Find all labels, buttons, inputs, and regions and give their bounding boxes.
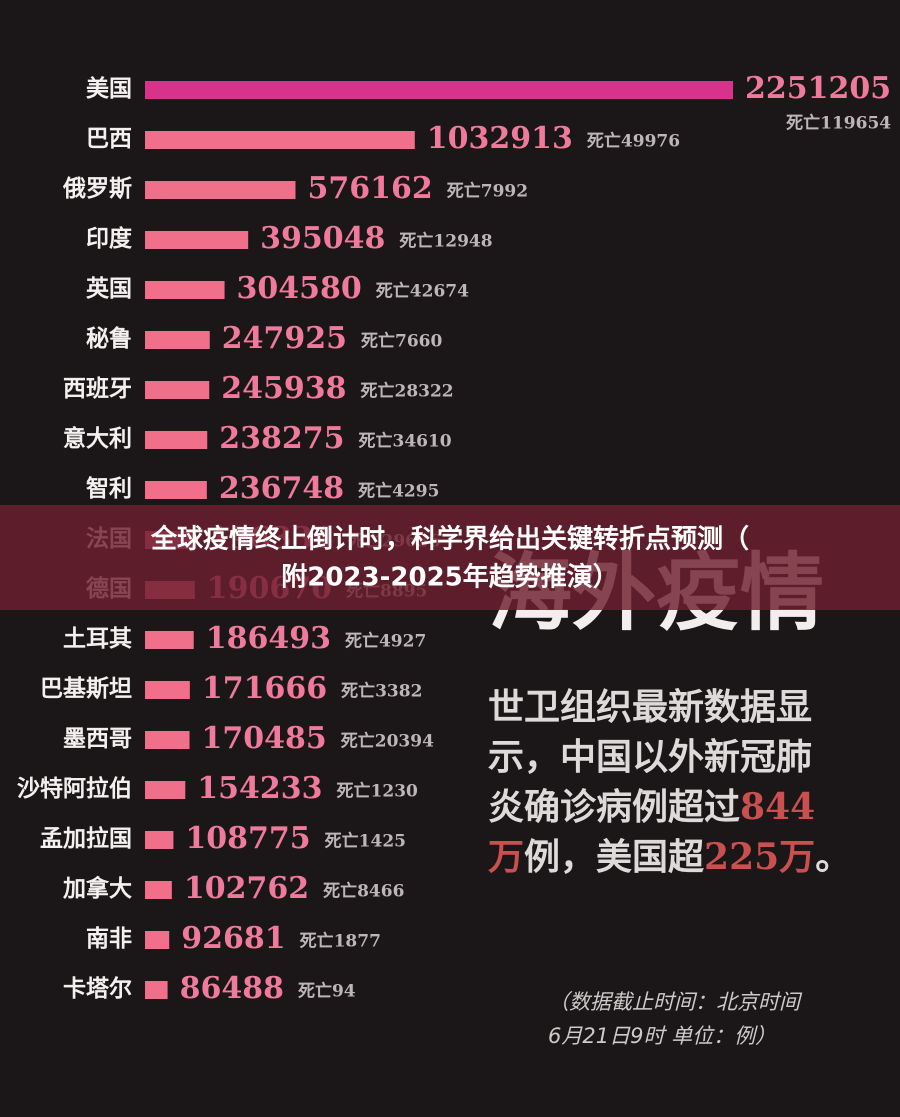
bar bbox=[145, 381, 210, 399]
bar bbox=[145, 631, 194, 649]
bar bbox=[145, 131, 415, 149]
country-label: 秘鲁 bbox=[86, 325, 132, 352]
bar bbox=[145, 681, 190, 699]
description-line: 示，中国以外新冠肺 bbox=[488, 736, 812, 778]
value-label: 238275 bbox=[219, 421, 344, 456]
description-text: 例，美国超 bbox=[524, 836, 705, 878]
bar bbox=[145, 481, 207, 499]
country-label: 孟加拉国 bbox=[40, 825, 132, 852]
death-label: 死亡20394 bbox=[341, 731, 434, 752]
country-label: 西班牙 bbox=[63, 375, 132, 402]
banner bbox=[0, 505, 900, 610]
country-label: 美国 bbox=[86, 75, 132, 102]
country-label: 俄罗斯 bbox=[62, 175, 132, 202]
country-label: 印度 bbox=[86, 225, 133, 252]
value-label: 245938 bbox=[221, 371, 346, 406]
description-text: 示，中国以外新冠肺 bbox=[488, 736, 812, 778]
bar bbox=[145, 931, 170, 949]
value-label: 171666 bbox=[202, 671, 327, 706]
bar bbox=[145, 831, 174, 849]
description-line: 炎确诊病例超过844 bbox=[488, 786, 815, 828]
value-label: 1032913 bbox=[427, 121, 573, 156]
value-label: 395048 bbox=[260, 221, 385, 256]
death-label: 死亡49976 bbox=[587, 131, 680, 152]
death-label: 死亡12948 bbox=[399, 231, 492, 252]
banner-title: 全球疫情终止倒计时，科学界给出关键转折点预测（ bbox=[150, 524, 749, 555]
country-label: 土耳其 bbox=[63, 625, 132, 652]
value-label: 576162 bbox=[307, 171, 432, 206]
country-label: 南非 bbox=[86, 925, 132, 952]
description-text: 炎确诊病例超过 bbox=[488, 786, 740, 828]
value-label: 2251205 bbox=[745, 71, 891, 106]
death-label: 死亡28322 bbox=[360, 381, 453, 402]
death-label: 死亡34610 bbox=[358, 431, 451, 452]
bar bbox=[145, 981, 168, 999]
country-label: 卡塔尔 bbox=[63, 975, 132, 1002]
country-label: 加拿大 bbox=[62, 875, 132, 902]
bar bbox=[145, 81, 733, 99]
death-label: 死亡1230 bbox=[337, 781, 418, 802]
country-label: 巴西 bbox=[86, 125, 132, 152]
banner-title: 附2023-2025年趋势推演） bbox=[281, 562, 619, 593]
death-label: 死亡1425 bbox=[325, 831, 406, 852]
death-label: 死亡8466 bbox=[323, 881, 404, 902]
death-label: 死亡7992 bbox=[447, 181, 528, 202]
description-text: 225万 bbox=[704, 836, 815, 878]
description-line: 万例，美国超225万。 bbox=[488, 836, 851, 878]
bar bbox=[145, 331, 210, 349]
country-label: 巴基斯坦 bbox=[40, 675, 132, 702]
value-label: 92681 bbox=[181, 921, 285, 956]
country-label: 墨西哥 bbox=[63, 725, 132, 752]
death-label: 死亡42674 bbox=[376, 281, 469, 302]
bar bbox=[145, 281, 225, 299]
country-label: 沙特阿拉伯 bbox=[17, 775, 132, 802]
bar bbox=[145, 881, 172, 899]
description-text: 世卫组织最新数据显 bbox=[488, 686, 812, 728]
value-label: 304580 bbox=[237, 271, 362, 306]
death-label: 死亡7660 bbox=[361, 331, 442, 352]
death-label: 死亡1877 bbox=[300, 931, 381, 952]
bar bbox=[145, 181, 296, 199]
bar bbox=[145, 781, 186, 799]
value-label: 170485 bbox=[202, 721, 327, 756]
value-label: 102762 bbox=[184, 871, 309, 906]
description-text: 。 bbox=[815, 836, 851, 878]
description-text: 万 bbox=[488, 836, 524, 878]
value-label: 236748 bbox=[219, 471, 344, 506]
description-text: 844 bbox=[740, 786, 815, 828]
value-label: 86488 bbox=[180, 971, 284, 1006]
note-line: （数据截止时间：北京时间 bbox=[548, 990, 803, 1014]
death-label: 死亡3382 bbox=[341, 681, 422, 702]
country-label: 智利 bbox=[86, 475, 132, 502]
value-label: 186493 bbox=[206, 621, 331, 656]
country-label: 意大利 bbox=[63, 425, 132, 452]
bar bbox=[145, 431, 208, 449]
description-line: 世卫组织最新数据显 bbox=[488, 686, 812, 728]
note-line: 6月21日9时 单位：例） bbox=[548, 1024, 776, 1048]
death-label: 死亡119654 bbox=[786, 113, 891, 134]
death-label: 死亡4295 bbox=[358, 481, 439, 502]
death-label: 死亡4927 bbox=[345, 631, 426, 652]
death-label: 死亡94 bbox=[298, 981, 356, 1002]
bar bbox=[145, 231, 249, 249]
value-label: 108775 bbox=[185, 821, 310, 856]
bar bbox=[145, 731, 190, 749]
country-label: 英国 bbox=[86, 275, 132, 302]
value-label: 154233 bbox=[197, 771, 322, 806]
value-label: 247925 bbox=[222, 321, 347, 356]
